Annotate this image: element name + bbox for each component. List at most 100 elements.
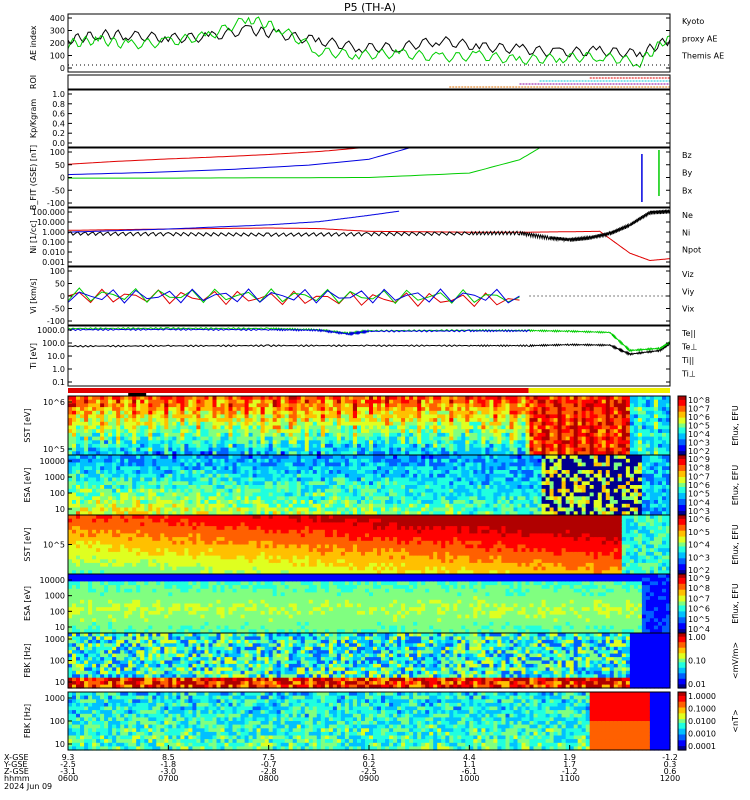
spectrogram-cell <box>340 451 346 456</box>
spectrogram-cell <box>68 477 73 482</box>
spectrogram-cell <box>593 455 599 460</box>
spectrogram-cell <box>216 481 222 486</box>
spectrogram-cell <box>316 403 322 408</box>
spectrogram-cell <box>533 466 539 471</box>
spectrogram-cell <box>256 407 262 412</box>
spectrogram-cell <box>232 418 238 423</box>
spectrogram-cell <box>485 477 490 482</box>
spectrogram-cell <box>433 443 438 449</box>
spectrogram-cell <box>208 432 214 438</box>
spectrogram-cell <box>72 410 77 416</box>
spectrogram-cell <box>188 470 193 475</box>
spectrogram-cell <box>397 440 402 445</box>
spectrogram-cell <box>477 399 482 404</box>
spectrogram-cell <box>216 414 222 419</box>
spectrogram-cell <box>204 500 210 505</box>
spectrogram-cell <box>236 481 242 486</box>
spectrogram-cell <box>473 403 478 408</box>
spectrogram-cell <box>405 511 410 516</box>
spectrogram-cell <box>120 466 125 471</box>
spectrogram-cell <box>441 410 446 416</box>
spectrogram-cell <box>120 432 125 438</box>
spectrogram-cell <box>136 403 141 408</box>
spectrogram-cell <box>409 470 414 475</box>
spectrogram-cell <box>513 500 519 505</box>
spectrogram-cell <box>112 462 117 467</box>
spectrogram-cell <box>601 492 607 497</box>
spectrogram-cell <box>517 458 523 464</box>
spectrogram-cell <box>336 418 342 423</box>
spectrogram-cell <box>128 455 133 460</box>
spectrogram-cell <box>164 396 169 401</box>
spectrogram-cell <box>585 477 591 482</box>
spectrogram-cell <box>236 458 242 464</box>
spectrogram-cell <box>489 403 494 408</box>
spectrogram-cell <box>625 425 631 430</box>
spectrogram-cell <box>180 458 185 464</box>
spectrogram-cell <box>441 485 446 490</box>
spectrogram-cell <box>96 529 101 535</box>
spectrogram-cell <box>561 458 567 464</box>
spectrogram-cell <box>549 425 555 430</box>
spectrogram-cell <box>597 421 603 427</box>
spectrogram-cell <box>276 447 282 452</box>
spectrogram-cell <box>184 414 189 419</box>
spectrogram-cell <box>433 418 438 423</box>
spectrogram-cell <box>541 458 547 464</box>
spectrogram-cell <box>336 466 342 471</box>
spectrogram-cell <box>236 432 242 438</box>
spectrogram-cell <box>505 496 511 501</box>
spectrogram-cell <box>401 481 406 486</box>
spectrogram-cell <box>666 455 671 460</box>
spectrogram-cell <box>348 418 354 423</box>
spectrogram-cell <box>176 432 181 438</box>
spectrogram-cell <box>357 488 362 494</box>
spectrogram-cell <box>200 485 205 490</box>
spectrogram-cell <box>649 429 655 434</box>
spectrogram-cell <box>160 492 165 497</box>
spectrogram-cell <box>112 396 117 401</box>
spectrogram-cell <box>433 429 438 434</box>
spectrogram-cell <box>148 492 153 497</box>
spectrogram-cell <box>457 451 462 456</box>
spectrogram-cell <box>280 418 286 423</box>
spectrogram-cell <box>621 481 627 486</box>
spectrogram-cell <box>72 458 77 464</box>
spectrogram-cell <box>461 451 466 456</box>
spectrogram-cell <box>461 436 466 441</box>
spectrogram-cell <box>328 470 334 475</box>
spectrogram-cell <box>100 529 105 535</box>
spectrogram-cell <box>348 455 354 460</box>
spectrogram-cell <box>196 414 201 419</box>
spectrogram-cell <box>441 407 446 412</box>
spectrogram-cell <box>284 511 290 516</box>
spectrogram-cell <box>545 481 551 486</box>
spectrogram-cell <box>328 466 334 471</box>
spectrogram-cell <box>541 447 547 452</box>
spectrogram-cell <box>228 403 234 408</box>
spectrogram-cell <box>200 443 205 449</box>
spectrogram-cell <box>152 473 157 479</box>
spectrogram-cell <box>377 511 382 516</box>
spectrogram-cell <box>605 458 611 464</box>
spectrogram-cell <box>116 421 121 427</box>
spectrogram-cell <box>268 455 274 460</box>
spectrogram-cell <box>84 522 89 527</box>
spectrogram-cell <box>144 403 149 408</box>
spectrogram-cell <box>256 425 262 430</box>
spectrogram-cell <box>124 407 129 412</box>
spectrogram-cell <box>457 436 462 441</box>
spectrogram-cell <box>521 440 527 445</box>
spectrogram-cell <box>609 470 615 475</box>
spectrogram-cell <box>320 507 326 512</box>
spectrogram-cell <box>545 399 551 404</box>
spectrogram-cell <box>401 511 406 516</box>
spectrogram-cell <box>461 421 466 427</box>
spectrogram-cell <box>497 477 502 482</box>
spectrogram-cell <box>100 421 105 427</box>
spectrogram-cell <box>613 425 619 430</box>
spectrogram-cell <box>84 540 89 546</box>
spectrogram-cell <box>461 425 466 430</box>
spectrogram-cell <box>216 425 222 430</box>
spectrogram-cell <box>605 403 611 408</box>
